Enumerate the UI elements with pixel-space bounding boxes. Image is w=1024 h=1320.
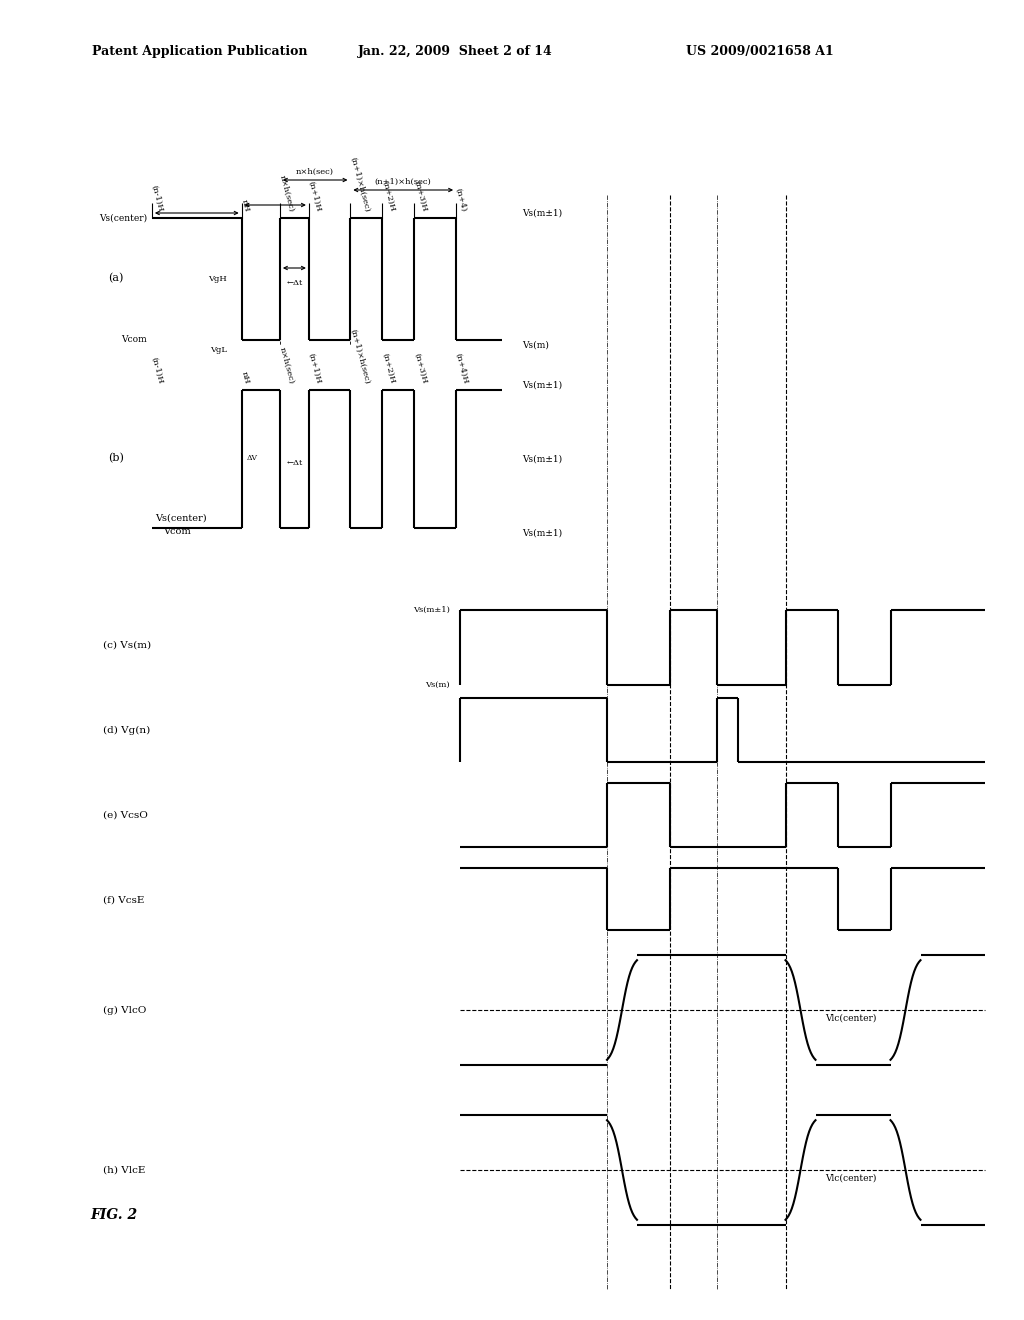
Text: Vs(center): Vs(center) [99,214,147,223]
Text: (n+3)H: (n+3)H [413,352,428,385]
Text: Jan. 22, 2009  Sheet 2 of 14: Jan. 22, 2009 Sheet 2 of 14 [357,45,552,58]
Text: ΔV: ΔV [247,454,258,462]
Text: (e) VcsO: (e) VcsO [103,810,147,820]
Text: (g) VlcO: (g) VlcO [103,1006,146,1015]
Text: (n+3)H: (n+3)H [413,181,428,213]
Text: Vlc(center): Vlc(center) [825,1014,877,1023]
Text: (n+2)H: (n+2)H [380,181,396,213]
Text: ←Δt: ←Δt [287,279,302,286]
Text: (a): (a) [108,273,123,284]
Text: ←Δt: ←Δt [287,459,302,467]
Text: FIG. 2: FIG. 2 [90,1208,137,1222]
Text: n×h(sec): n×h(sec) [278,346,296,385]
Text: n×h(sec): n×h(sec) [296,168,334,176]
Text: Vs(m±1): Vs(m±1) [522,528,562,537]
Text: (n+1)H: (n+1)H [307,181,323,213]
Text: (n+4)H: (n+4)H [454,352,470,385]
Text: (c) Vs(m): (c) Vs(m) [103,640,152,649]
Text: (n+1)×h(sec): (n+1)×h(sec) [375,178,431,186]
Text: (n+1)×h(sec): (n+1)×h(sec) [348,329,371,385]
Text: (n+4): (n+4) [454,187,468,213]
Text: (n+1)×h(sec): (n+1)×h(sec) [348,156,371,213]
Text: n×h(sec): n×h(sec) [278,174,296,213]
Text: US 2009/0021658 A1: US 2009/0021658 A1 [686,45,834,58]
Text: (b): (b) [108,453,124,463]
Text: Vs(m±1): Vs(m±1) [522,209,562,218]
Text: Vs(m±1): Vs(m±1) [413,606,450,614]
Text: (d) Vg(n): (d) Vg(n) [103,726,151,734]
Text: (n-1)H: (n-1)H [150,185,165,213]
Text: VgL: VgL [210,346,226,354]
Text: Vcom: Vcom [121,335,147,345]
Text: Vs(m): Vs(m) [425,681,450,689]
Text: (n+1)H: (n+1)H [307,352,323,385]
Text: Vs(center): Vs(center) [155,513,207,523]
Text: nH: nH [240,198,251,213]
Text: Vcom: Vcom [163,527,190,536]
Text: (h) VlcE: (h) VlcE [103,1166,145,1175]
Text: Vs(m): Vs(m) [522,341,549,350]
Text: nH: nH [240,371,251,385]
Text: Vs(m±1): Vs(m±1) [522,380,562,389]
Text: (n-1)H: (n-1)H [150,356,165,385]
Text: (f) VcsE: (f) VcsE [103,895,144,904]
Text: Patent Application Publication: Patent Application Publication [92,45,308,58]
Text: Vlc(center): Vlc(center) [825,1173,877,1183]
Text: (n+2)H: (n+2)H [380,352,396,385]
Text: VgH: VgH [208,275,226,282]
Text: Vs(m±1): Vs(m±1) [522,454,562,463]
